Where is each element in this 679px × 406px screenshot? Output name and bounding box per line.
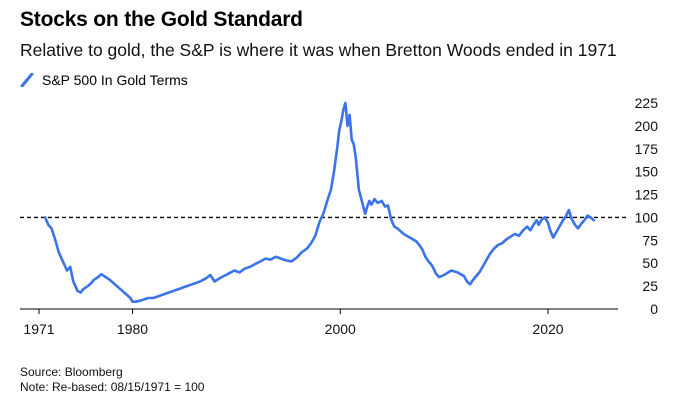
note-text: Note: Re-based: 08/15/1971 = 100 xyxy=(20,380,205,394)
x-tick-label: 2020 xyxy=(532,321,563,337)
x-tick-label: 1971 xyxy=(23,321,54,337)
chart-subtitle: Relative to gold, the S&P is where it wa… xyxy=(20,40,617,60)
series-layer xyxy=(43,101,595,303)
y-tick-label: 225 xyxy=(635,95,659,111)
y-tick-label: 175 xyxy=(635,141,659,157)
series-line-sp500-gold xyxy=(43,101,595,303)
chart-legend: S&P 500 In Gold Terms xyxy=(20,72,188,88)
y-tick-label: 150 xyxy=(635,164,659,180)
y-axis: 0 25 50 75 100 125 150 175 200 225 xyxy=(635,95,659,317)
source-text: Source: Bloomberg xyxy=(20,365,123,379)
y-tick-label: 200 xyxy=(635,118,659,134)
y-tick-label: 125 xyxy=(635,187,659,203)
legend-line-icon xyxy=(20,73,34,87)
y-tick-label: 25 xyxy=(642,278,658,294)
x-tick-label: 2000 xyxy=(325,321,356,337)
chart-footer: Source: Bloomberg Note: Re-based: 08/15/… xyxy=(20,365,204,395)
x-axis: 1971 1980 2000 2020 xyxy=(20,308,618,337)
y-tick-label: 75 xyxy=(642,232,658,248)
x-tick-label: 1980 xyxy=(117,321,148,337)
y-tick-label: 0 xyxy=(650,301,658,317)
y-tick-label: 50 xyxy=(642,255,658,271)
chart-title: Stocks on the Gold Standard xyxy=(20,8,303,31)
legend-label: S&P 500 In Gold Terms xyxy=(42,72,188,88)
y-tick-label: 100 xyxy=(635,209,659,225)
